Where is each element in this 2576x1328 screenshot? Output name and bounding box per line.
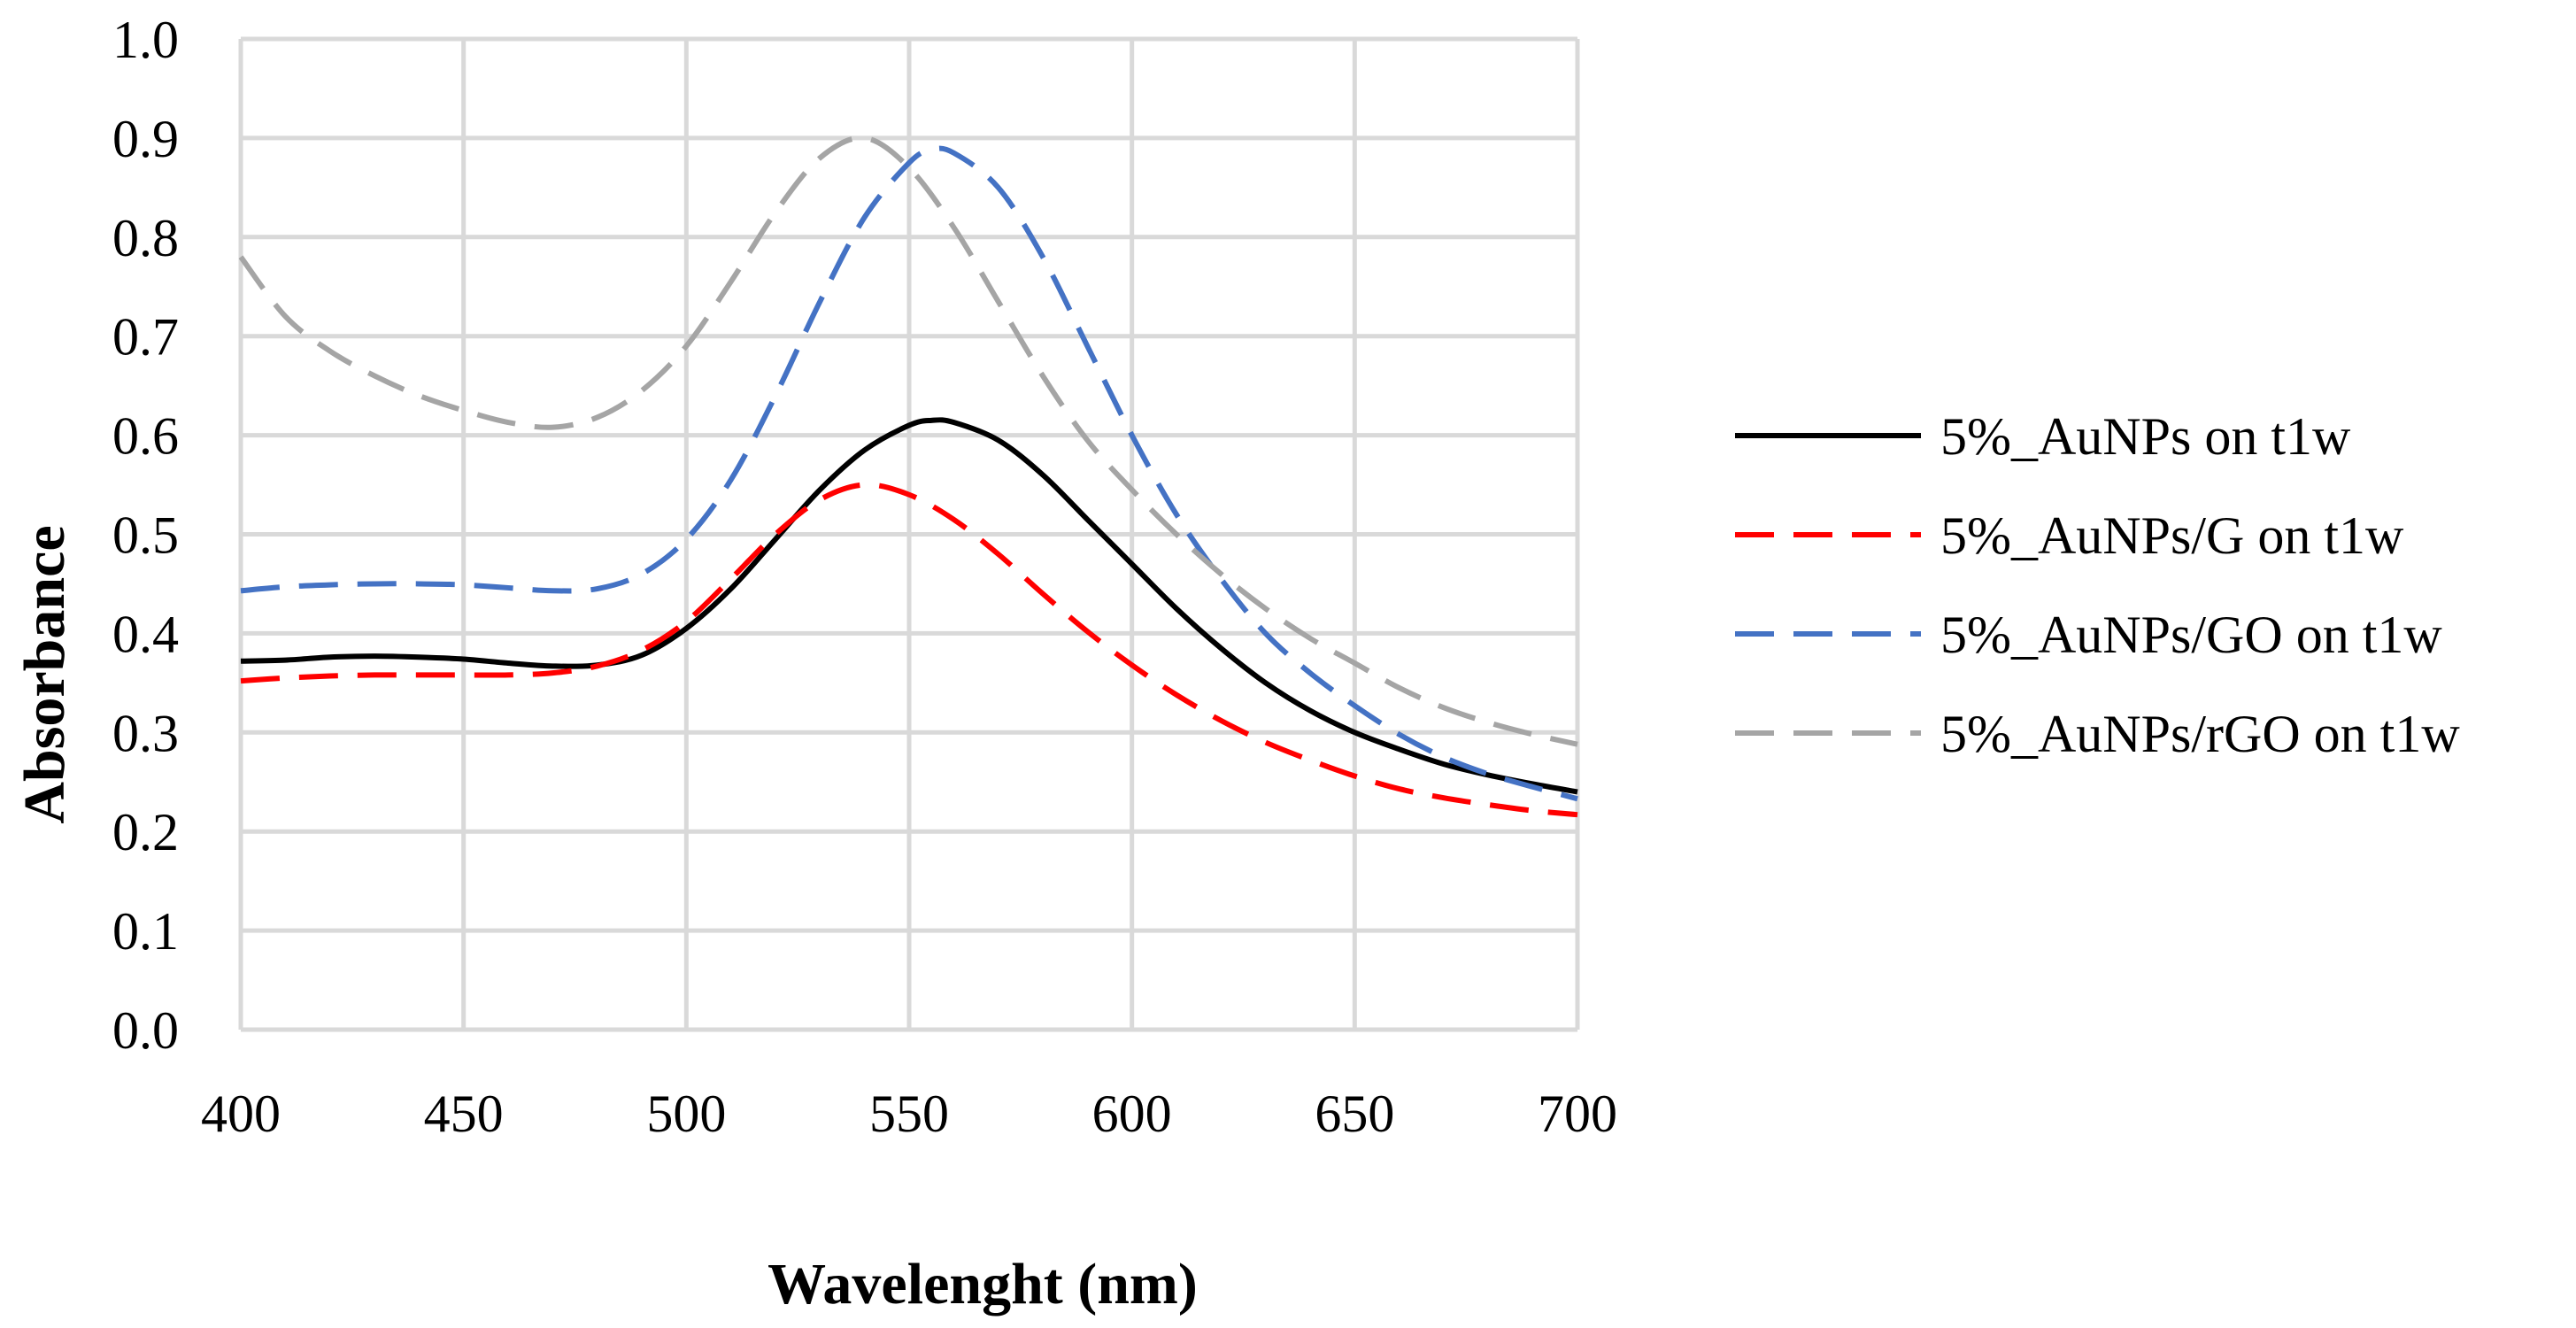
- y-tick-label: 0.5: [112, 506, 179, 565]
- series-line-1: [240, 417, 1578, 795]
- y-tick-label: 1.0: [112, 11, 179, 69]
- series-line-4: [238, 135, 1578, 747]
- y-tick-label: 0.2: [112, 803, 179, 861]
- x-tick-label: 700: [1538, 1085, 1617, 1143]
- series-lines: [238, 135, 1578, 818]
- x-tick-label: 450: [424, 1085, 504, 1143]
- tick-labels: 400 450 500 550 600 650 700 0.0 0.1 0.2 0.3 0.4 0.5 0…: [112, 11, 1617, 1143]
- x-tick-label: 500: [646, 1085, 726, 1143]
- y-tick-label: 0.1: [112, 902, 179, 961]
- y-tick-label: 0.3: [112, 704, 179, 762]
- legend: 5%_AuNPs on t1w 5%_AuNPs/G on t1w 5%_AuNPs…: [1735, 407, 2460, 763]
- gridlines: [238, 36, 1580, 1032]
- legend-label-3: 5%_AuNPs/GO on t1w: [1940, 606, 2442, 664]
- series-line-3: [240, 145, 1578, 802]
- y-tick-label: 0.4: [112, 605, 179, 663]
- y-axis-title: Absorbance: [12, 525, 77, 823]
- y-tick-label: 0.8: [112, 209, 179, 267]
- legend-label-2: 5%_AuNPs/G on t1w: [1940, 506, 2404, 565]
- x-tick-label: 650: [1315, 1085, 1394, 1143]
- legend-label-1: 5%_AuNPs on t1w: [1940, 407, 2351, 466]
- y-tick-label: 0.6: [112, 407, 179, 466]
- x-axis-title: Wavelenght (nm): [767, 1252, 1198, 1316]
- legend-label-4: 5%_AuNPs/rGO on t1w: [1940, 705, 2460, 763]
- x-tick-label: 600: [1092, 1085, 1172, 1143]
- series-line-2: [240, 482, 1578, 818]
- x-tick-label: 550: [869, 1085, 949, 1143]
- y-tick-label: 0.9: [112, 110, 179, 168]
- x-tick-label: 400: [201, 1085, 281, 1143]
- y-tick-label: 0.7: [112, 308, 179, 367]
- y-tick-label: 0.0: [112, 1001, 179, 1060]
